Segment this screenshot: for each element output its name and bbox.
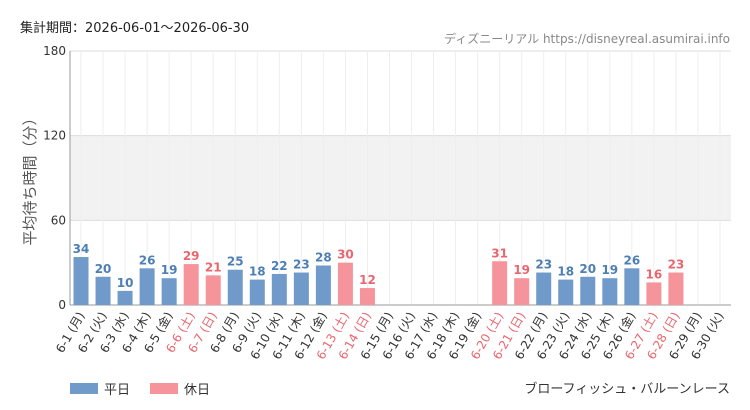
bar: [514, 278, 530, 305]
bar-value-label: 19: [513, 263, 530, 277]
chart-legend: 平日 休日: [70, 379, 230, 398]
bar-value-label: 19: [601, 263, 618, 277]
bar: [139, 268, 155, 305]
bar: [161, 278, 177, 305]
bar: [183, 264, 199, 305]
legend-item-weekday: 平日: [70, 379, 130, 398]
bar: [315, 265, 331, 305]
bar: [337, 262, 353, 305]
bar-value-label: 28: [315, 250, 332, 264]
y-tick-label: 120: [43, 129, 66, 143]
bar-value-label: 34: [73, 242, 90, 256]
bar: [646, 282, 662, 305]
bar-value-label: 23: [535, 258, 552, 272]
bar-value-label: 20: [579, 262, 596, 276]
bar: [95, 276, 111, 305]
bar-value-label: 16: [646, 267, 663, 281]
bar: [580, 276, 596, 305]
shaded-band: [70, 135, 731, 221]
bar: [73, 257, 89, 305]
legend-swatch-weekday: [70, 383, 98, 394]
bar: [271, 273, 287, 305]
bar: [249, 279, 265, 305]
bar: [227, 269, 243, 305]
bar: [117, 290, 133, 305]
bar-value-label: 19: [161, 263, 178, 277]
bar-value-label: 29: [183, 249, 200, 263]
bar-value-label: 26: [139, 253, 156, 267]
attraction-name: ブローフィッシュ・バルーンレース: [524, 382, 730, 397]
bar: [492, 261, 508, 305]
bar-value-label: 18: [557, 265, 574, 279]
bar-value-label: 26: [623, 253, 640, 267]
legend-swatch-holiday: [150, 383, 179, 394]
bar: [293, 272, 309, 305]
bar-value-label: 23: [668, 258, 685, 272]
legend-item-holiday: 休日: [150, 379, 210, 398]
bar-value-label: 12: [359, 273, 376, 287]
bar-value-label: 30: [337, 248, 354, 262]
y-tick-label: 180: [43, 44, 66, 58]
bar: [668, 272, 684, 305]
legend-label-holiday: 休日: [184, 383, 211, 398]
bar: [536, 272, 552, 305]
bar-value-label: 20: [95, 262, 112, 276]
source-label: ディズニーリアル https://disneyreal.asumirai.inf…: [444, 32, 730, 46]
period-label: 集計期間：2026-06-01～2026-06-30: [20, 21, 250, 36]
bar-value-label: 21: [205, 260, 222, 274]
bar: [624, 268, 640, 305]
y-axis-title: 平均待ち時間（分）: [21, 110, 39, 245]
bar-value-label: 10: [117, 276, 134, 290]
bar-value-label: 18: [249, 265, 266, 279]
bar: [205, 275, 221, 305]
bar-value-label: 31: [491, 246, 508, 260]
bar: [558, 279, 574, 305]
bar-value-label: 23: [293, 258, 310, 272]
y-tick-label: 60: [51, 213, 66, 227]
y-tick-label: 0: [58, 298, 66, 312]
legend-label-weekday: 平日: [104, 383, 131, 398]
bar: [602, 278, 618, 305]
bar: [359, 288, 375, 305]
bar-value-label: 22: [271, 259, 288, 273]
bar-value-label: 25: [227, 255, 244, 269]
